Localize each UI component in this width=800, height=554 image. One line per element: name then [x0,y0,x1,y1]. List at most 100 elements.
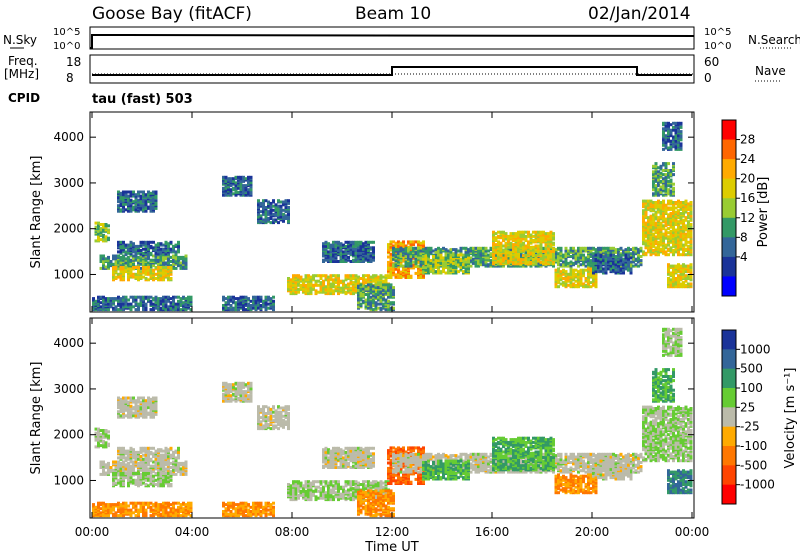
echo-cell [269,208,273,212]
echo-cell [542,246,545,250]
echo-cell [679,217,683,221]
echo-cell [557,252,560,256]
echo-cell [412,263,415,267]
echo-cell [659,205,663,209]
echo-cell [447,256,450,260]
echo-cell [399,259,403,263]
echo-cell [424,266,428,269]
echo-cell [154,261,158,265]
echo-cell [152,302,155,306]
echo-cell [167,261,170,265]
echo-cell [312,274,315,278]
echo-cell [327,275,330,279]
echo-cell [469,246,473,250]
echo-cell [387,274,390,278]
echo-cell [257,301,260,305]
echo-cell [642,202,645,206]
echo-cell [652,188,655,192]
echo-cell [539,260,543,264]
echo-cell [534,248,538,252]
echo-cell [142,251,145,255]
echo-cell [502,244,505,248]
echo-cell [404,274,408,278]
echo-cell [519,260,523,264]
echo-cell [642,240,645,244]
echo-cell [99,254,103,258]
echo-cell [422,240,425,244]
echo-cell [354,244,358,248]
echo-cell [119,240,123,244]
echo-cell [122,193,125,197]
echo-cell [649,253,653,257]
echo-cell [689,246,693,250]
echo-cell [594,248,598,252]
echo-cell [134,254,138,258]
echo-cell [564,249,568,253]
echo-cell [259,304,263,307]
echo-cell [662,141,665,144]
echo-cell [112,306,115,310]
echo-cell [577,285,580,289]
echo-cell [489,252,493,256]
echo-cell [287,217,290,220]
echo-cell [272,204,275,208]
echo-cell [137,268,140,272]
echo-cell [392,244,395,248]
echo-cell [572,275,575,279]
echo-cell [102,295,105,299]
echo-cell [117,302,120,306]
echo-cell [492,252,495,256]
echo-cell [152,206,155,210]
echo-cell [654,213,658,217]
echo-cell [332,249,335,252]
echo-cell [434,270,438,274]
echo-cell [549,236,553,240]
echo-cell [654,201,658,204]
echo-cell [272,199,275,203]
echo-cell [99,227,103,231]
echo-cell [532,245,535,249]
echo-cell [132,249,135,252]
echo-cell [359,302,363,306]
echo-cell [432,255,435,258]
echo-cell [607,267,610,271]
echo-cell [124,298,128,302]
echo-cell [142,295,145,299]
echo-cell [667,127,670,131]
echo-cell [334,285,338,289]
echo-cell [389,270,393,274]
echo-cell [604,250,608,254]
echo-cell [152,258,155,262]
echo-cell [674,210,678,214]
echo-cell [584,283,588,287]
echo-cell [497,255,500,259]
echo-cell [662,132,665,136]
echo-cell [152,297,155,301]
echo-cell [129,258,133,262]
echo-cell [249,175,253,179]
nsky-tick-bottom: 10^0 [53,41,80,52]
echo-cell [432,249,435,253]
echo-cell [257,199,260,203]
echo-cell [632,246,635,250]
echo-cell [314,289,318,293]
echo-cell [472,257,475,261]
echo-cell [274,203,278,207]
echo-cell [262,199,265,203]
echo-cell [354,255,358,259]
echo-cell [504,255,508,259]
echo-cell [369,246,373,250]
echo-cell [349,243,353,247]
echo-cell [487,253,490,257]
echo-cell [327,254,330,258]
echo-cell [174,302,178,306]
echo-cell [92,305,95,309]
echo-cell [549,260,553,264]
echo-cell [144,206,148,210]
echo-cell [224,192,228,196]
echo-cell [657,240,660,244]
echo-cell [159,278,163,282]
echo-cell [599,250,603,254]
echo-cell [339,279,343,283]
echo-cell [659,243,663,247]
